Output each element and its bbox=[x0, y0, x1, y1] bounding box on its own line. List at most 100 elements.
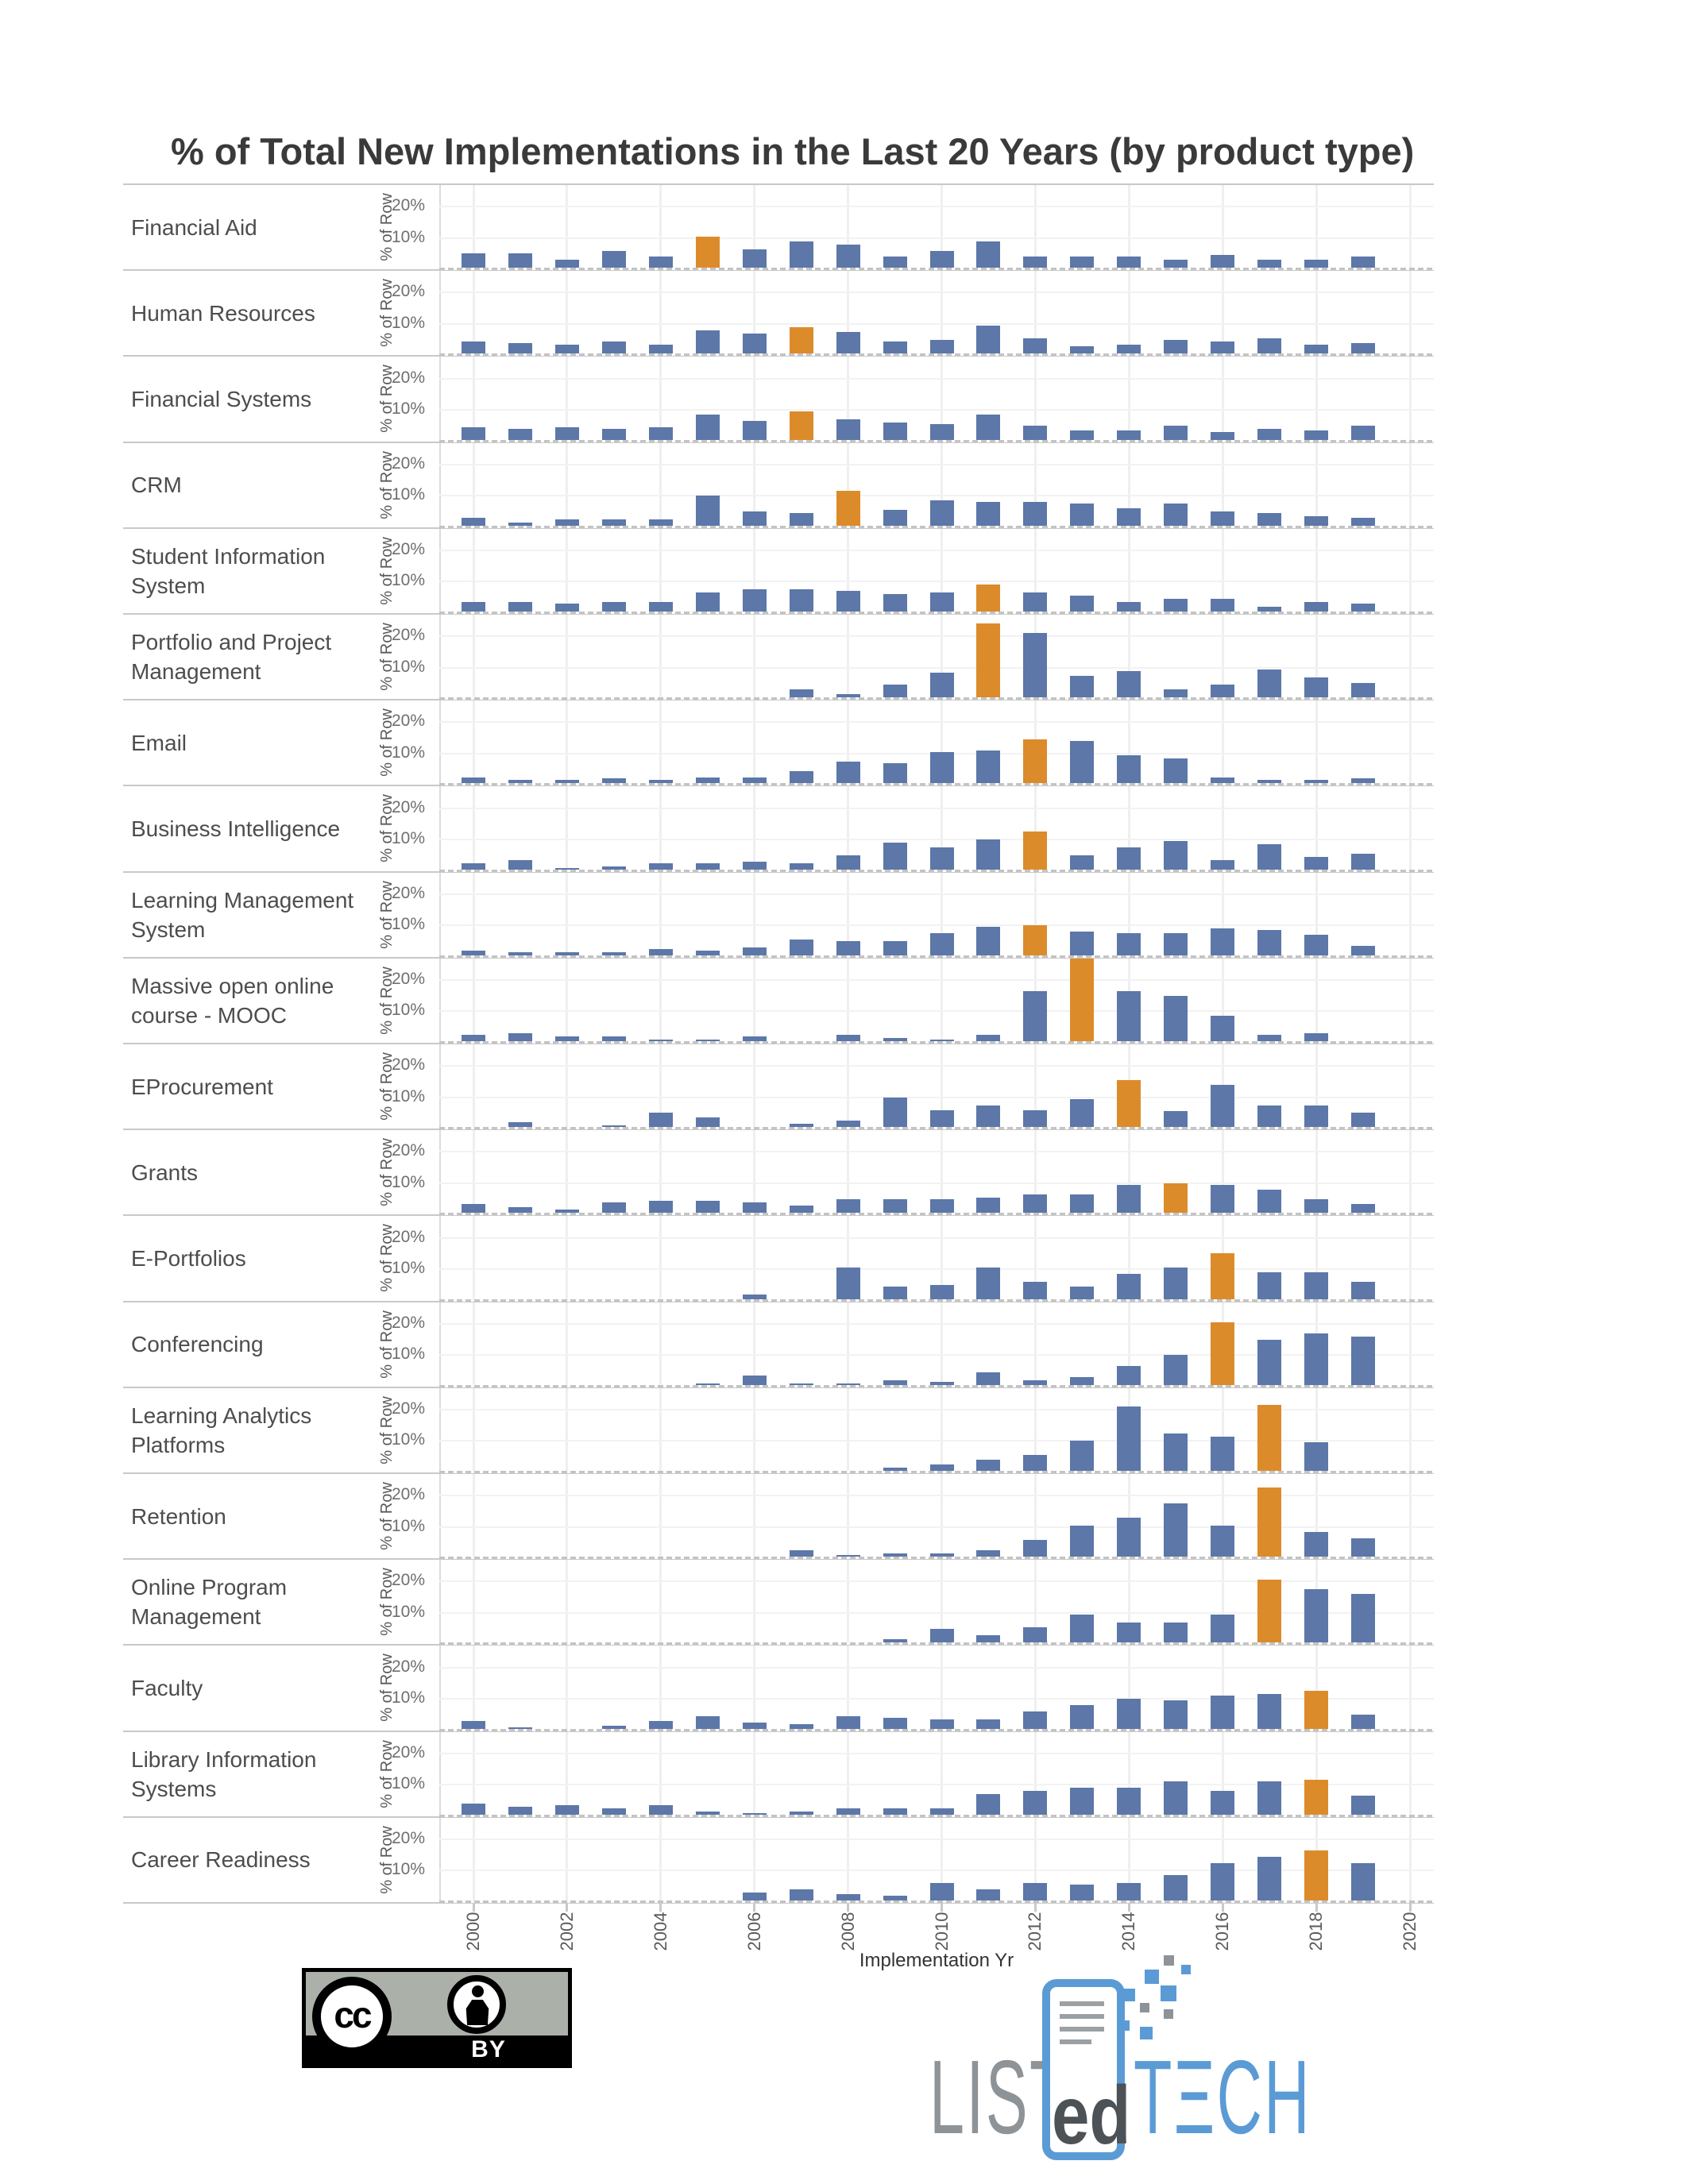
bar-2018[interactable] bbox=[1304, 856, 1329, 871]
cc-by-license-badge[interactable]: BY cc bbox=[302, 1968, 572, 2068]
highlight-bar-2017[interactable] bbox=[1257, 1405, 1282, 1472]
bar-2002[interactable] bbox=[554, 604, 579, 613]
bar-2007[interactable] bbox=[789, 1550, 813, 1559]
bar-2000[interactable] bbox=[462, 777, 485, 785]
bar-2002[interactable] bbox=[554, 260, 579, 270]
bar-2017[interactable] bbox=[1257, 1339, 1282, 1387]
bar-2013[interactable] bbox=[1070, 430, 1095, 442]
bar-2006[interactable] bbox=[742, 249, 767, 270]
bar-2006[interactable] bbox=[742, 1202, 767, 1215]
bar-2013[interactable] bbox=[1070, 596, 1095, 613]
bar-2007[interactable] bbox=[789, 241, 813, 270]
bar-2006[interactable] bbox=[742, 333, 767, 356]
bar-2001[interactable] bbox=[508, 428, 532, 442]
bar-2018[interactable] bbox=[1304, 1198, 1329, 1215]
bar-2016[interactable] bbox=[1211, 431, 1235, 442]
bar-2008[interactable] bbox=[836, 1894, 860, 1902]
bar-2003[interactable] bbox=[601, 602, 626, 613]
bar-2004[interactable] bbox=[648, 862, 673, 871]
bar-2013[interactable] bbox=[1070, 345, 1095, 356]
bar-2013[interactable] bbox=[1070, 257, 1095, 270]
bar-2008[interactable] bbox=[836, 419, 860, 442]
bar-2016[interactable] bbox=[1211, 777, 1235, 785]
bar-2013[interactable] bbox=[1070, 675, 1095, 700]
bar-2010[interactable] bbox=[929, 1553, 954, 1559]
bar-2016[interactable] bbox=[1211, 859, 1235, 871]
bar-2014[interactable] bbox=[1117, 933, 1141, 957]
bar-2016[interactable] bbox=[1211, 1696, 1235, 1731]
bar-2012[interactable] bbox=[1023, 1109, 1048, 1129]
bar-2004[interactable] bbox=[648, 1720, 673, 1731]
bar-2005[interactable] bbox=[695, 862, 720, 871]
bar-2019[interactable] bbox=[1351, 342, 1376, 356]
bar-2010[interactable] bbox=[929, 423, 954, 442]
bar-2005[interactable] bbox=[695, 496, 720, 527]
bar-2017[interactable] bbox=[1257, 844, 1282, 871]
bar-2009[interactable] bbox=[883, 594, 907, 613]
bar-2003[interactable] bbox=[601, 341, 626, 356]
bar-2008[interactable] bbox=[836, 761, 860, 785]
bar-2016[interactable] bbox=[1211, 1084, 1235, 1129]
bar-2002[interactable] bbox=[554, 780, 579, 785]
bar-2012[interactable] bbox=[1023, 1379, 1048, 1387]
bar-2019[interactable] bbox=[1351, 1203, 1376, 1215]
bar-2001[interactable] bbox=[508, 1806, 532, 1816]
bar-2014[interactable] bbox=[1117, 257, 1141, 270]
bar-2015[interactable] bbox=[1164, 425, 1188, 442]
bar-2018[interactable] bbox=[1304, 602, 1329, 613]
highlight-bar-2016[interactable] bbox=[1211, 1253, 1235, 1301]
bar-2008[interactable] bbox=[836, 1808, 860, 1816]
bar-2015[interactable] bbox=[1164, 1622, 1188, 1645]
bar-2017[interactable] bbox=[1257, 338, 1282, 356]
bar-2004[interactable] bbox=[648, 780, 673, 785]
bar-2007[interactable] bbox=[789, 1723, 813, 1731]
bar-2016[interactable] bbox=[1211, 685, 1235, 700]
bar-2002[interactable] bbox=[554, 1036, 579, 1043]
bar-2011[interactable] bbox=[976, 839, 1001, 871]
bar-2013[interactable] bbox=[1070, 1286, 1095, 1301]
bar-2006[interactable] bbox=[742, 1893, 767, 1902]
bar-2008[interactable] bbox=[836, 591, 860, 613]
bar-2007[interactable] bbox=[789, 513, 813, 527]
bar-2008[interactable] bbox=[836, 941, 860, 957]
bar-2009[interactable] bbox=[883, 941, 907, 957]
highlight-bar-2011[interactable] bbox=[976, 623, 1001, 700]
bar-2014[interactable] bbox=[1117, 847, 1141, 871]
bar-2003[interactable] bbox=[601, 866, 626, 871]
bar-2011[interactable] bbox=[976, 1634, 1001, 1645]
highlight-bar-2017[interactable] bbox=[1257, 1488, 1282, 1559]
bar-2019[interactable] bbox=[1351, 1336, 1376, 1387]
bar-2007[interactable] bbox=[789, 1889, 813, 1902]
bar-2011[interactable] bbox=[976, 1197, 1001, 1215]
bar-2015[interactable] bbox=[1164, 260, 1188, 270]
bar-2011[interactable] bbox=[976, 502, 1001, 527]
bar-2014[interactable] bbox=[1117, 754, 1141, 785]
listedtech-logo[interactable]: LIST TΞCH ed bbox=[925, 1954, 1418, 2184]
bar-2000[interactable] bbox=[462, 950, 485, 957]
bar-2004[interactable] bbox=[648, 602, 673, 613]
bar-2011[interactable] bbox=[976, 1719, 1001, 1731]
bar-2010[interactable] bbox=[929, 250, 954, 270]
bar-2009[interactable] bbox=[883, 257, 907, 270]
bar-2016[interactable] bbox=[1211, 928, 1235, 957]
bar-2016[interactable] bbox=[1211, 599, 1235, 613]
bar-2013[interactable] bbox=[1070, 1525, 1095, 1559]
bar-2011[interactable] bbox=[976, 1889, 1001, 1902]
bar-2017[interactable] bbox=[1257, 513, 1282, 527]
bar-2014[interactable] bbox=[1117, 1406, 1141, 1472]
bar-2006[interactable] bbox=[742, 420, 767, 442]
bar-2002[interactable] bbox=[554, 344, 579, 356]
bar-2000[interactable] bbox=[462, 602, 485, 613]
bar-2012[interactable] bbox=[1023, 1455, 1048, 1472]
bar-2019[interactable] bbox=[1351, 945, 1376, 957]
bar-2014[interactable] bbox=[1117, 1274, 1141, 1301]
bar-2015[interactable] bbox=[1164, 339, 1188, 356]
bar-2006[interactable] bbox=[742, 589, 767, 613]
bar-2004[interactable] bbox=[648, 1113, 673, 1129]
bar-2011[interactable] bbox=[976, 1035, 1001, 1043]
bar-2011[interactable] bbox=[976, 1460, 1001, 1472]
bar-2001[interactable] bbox=[508, 602, 532, 613]
bar-2003[interactable] bbox=[601, 519, 626, 527]
bar-2010[interactable] bbox=[929, 1284, 954, 1301]
bar-2018[interactable] bbox=[1304, 1033, 1329, 1043]
